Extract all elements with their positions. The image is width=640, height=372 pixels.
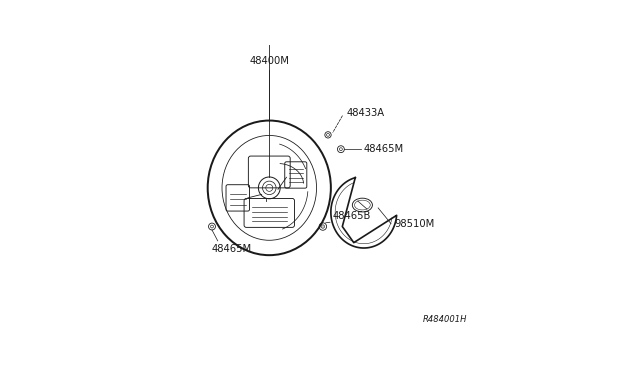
Text: 48465B: 48465B — [332, 211, 371, 221]
Text: 98510M: 98510M — [394, 219, 434, 229]
Text: R484001H: R484001H — [422, 315, 467, 324]
Text: 48465M: 48465M — [364, 144, 404, 154]
Circle shape — [321, 225, 324, 228]
Text: 48433A: 48433A — [347, 108, 385, 118]
Text: 48465M: 48465M — [212, 244, 252, 254]
Text: 48400M: 48400M — [250, 56, 289, 66]
